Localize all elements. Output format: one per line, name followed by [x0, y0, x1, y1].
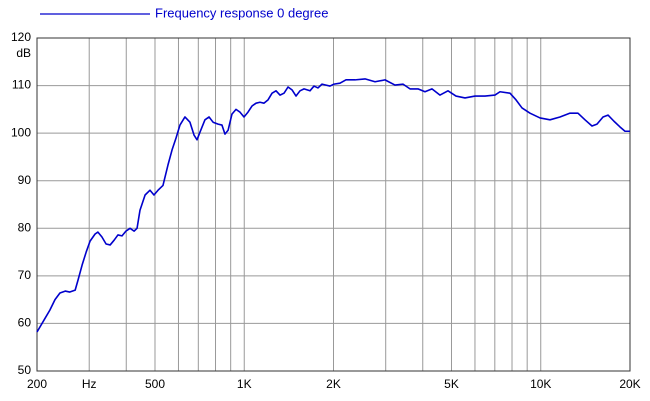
x-tick-label: 20K: [619, 377, 640, 391]
y-tick-label: 110: [12, 78, 31, 92]
y-tick-label: 120: [11, 30, 31, 44]
x-tick-label: 200: [27, 377, 47, 391]
y-tick-label: 50: [18, 363, 32, 377]
x-tick-label: 5K: [444, 377, 459, 391]
x-tick-label: Hz: [82, 377, 97, 391]
x-tick-label: 500: [145, 377, 165, 391]
x-tick-label: 2K: [326, 377, 341, 391]
series-line: [36, 78, 630, 333]
y-axis-label: dB: [16, 46, 31, 60]
y-tick-label: 80: [18, 220, 32, 234]
y-tick-label: 90: [18, 173, 32, 187]
y-tick-label: 70: [18, 268, 32, 282]
plot-frame: [36, 37, 631, 372]
x-tick-label: 10K: [530, 377, 551, 391]
x-tick-label: 1K: [237, 377, 252, 391]
legend-label: Frequency response 0 degree: [155, 5, 328, 20]
y-tick-label: 60: [18, 316, 32, 330]
y-tick-label: 100: [11, 125, 31, 139]
